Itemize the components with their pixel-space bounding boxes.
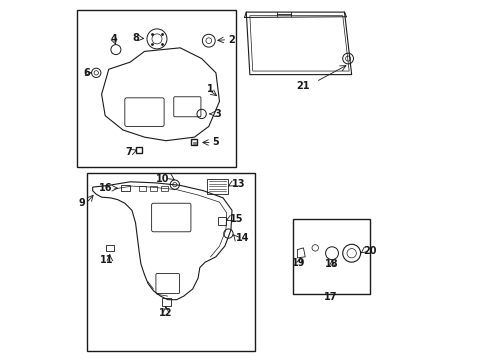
Text: 16: 16 [99, 183, 112, 193]
Text: 11: 11 [100, 255, 114, 265]
Text: 1: 1 [206, 84, 213, 94]
Text: 13: 13 [231, 179, 245, 189]
Text: 17: 17 [324, 292, 337, 302]
Text: 4: 4 [110, 34, 117, 44]
Text: 10: 10 [156, 174, 169, 184]
Text: 14: 14 [235, 233, 248, 243]
Bar [206, 179, 227, 194]
Text: 7: 7 [125, 147, 132, 157]
Text: 6: 6 [83, 68, 90, 78]
Text: 20: 20 [363, 247, 376, 256]
Bar [149, 186, 157, 192]
Bar [160, 186, 167, 192]
Bar [292, 219, 369, 294]
Bar [106, 245, 114, 251]
Text: 15: 15 [230, 213, 243, 224]
Bar [217, 217, 225, 225]
Bar [77, 10, 235, 167]
Text: 5: 5 [212, 138, 219, 148]
Text: 19: 19 [291, 258, 305, 268]
Bar [162, 298, 170, 306]
Bar [121, 185, 130, 192]
Text: 9: 9 [79, 198, 85, 208]
Text: 3: 3 [214, 109, 221, 119]
Bar [139, 186, 146, 192]
Text: 21: 21 [296, 81, 309, 91]
Text: 8: 8 [132, 33, 139, 43]
Bar [87, 173, 255, 351]
Text: 2: 2 [228, 35, 235, 45]
Text: 18: 18 [325, 259, 338, 269]
Text: 12: 12 [159, 308, 172, 318]
